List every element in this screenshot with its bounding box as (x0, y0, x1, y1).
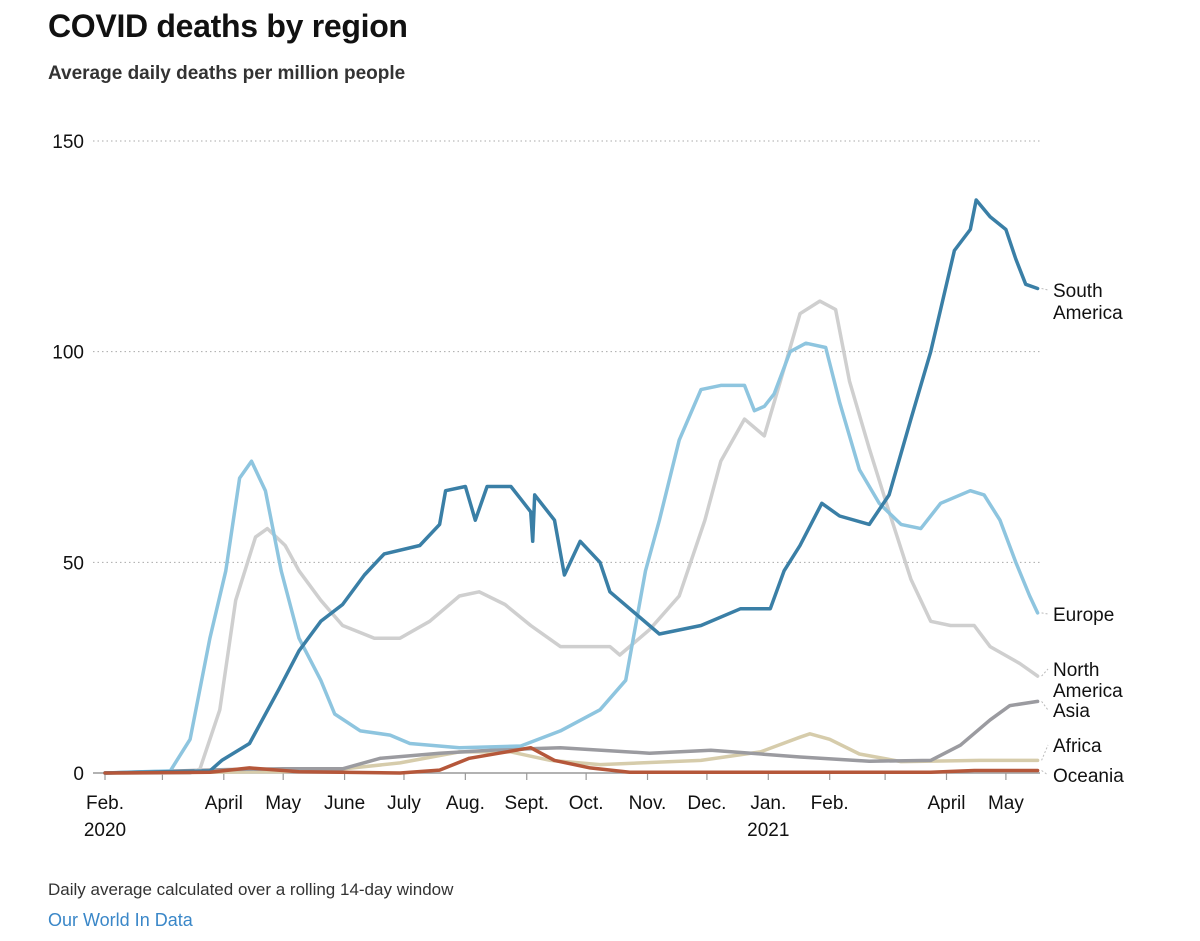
x-tick-label: Dec. (687, 793, 726, 814)
series-line-africa (103, 732, 1040, 775)
label-leader-line (1041, 701, 1049, 711)
x-tick-label: May (265, 793, 301, 814)
y-axis: 0 50 100 150 (52, 132, 84, 785)
x-tick-label: May (988, 793, 1024, 814)
series-label-europe: Europe (1053, 605, 1114, 626)
source-link[interactable]: Our World In Data (48, 910, 193, 930)
series-label-south-america: South (1053, 281, 1103, 302)
x-tick-label: Feb. (86, 793, 124, 814)
series-label-africa: Africa (1053, 736, 1102, 757)
series-label-asia: Asia (1053, 701, 1090, 722)
x-tick-label: Sept. (505, 793, 549, 814)
series-line-europe (103, 341, 1040, 775)
x-tick-label: April (205, 793, 243, 814)
series-line-north-america (103, 299, 1040, 775)
y-tick-label: 100 (52, 343, 84, 364)
series-label-north-america: North (1053, 660, 1099, 681)
x-tick-year-label: 2020 (84, 820, 126, 841)
x-tick-label: July (387, 793, 421, 814)
series-label-north-america: America (1053, 681, 1123, 702)
chart-title: COVID deaths by region (48, 8, 408, 44)
series-label-south-america: America (1053, 303, 1123, 324)
chart-subtitle: Average daily deaths per million people (48, 63, 406, 84)
x-tick-label: Aug. (446, 793, 485, 814)
series-line-south-america (103, 198, 1040, 775)
footnote: Daily average calculated over a rolling … (48, 880, 454, 899)
y-tick-label: 150 (52, 132, 84, 153)
x-tick-label: Feb. (811, 793, 849, 814)
x-tick-label: Oct. (569, 793, 604, 814)
series-lines (103, 198, 1040, 775)
y-tick-label: 0 (73, 764, 84, 785)
label-leader-line (1041, 287, 1049, 291)
x-tick-label: Jan. (750, 793, 786, 814)
x-tick-label: April (927, 793, 965, 814)
x-tick-year-label: 2021 (747, 820, 789, 841)
label-leader-line (1041, 770, 1049, 776)
series-line-oceania (103, 745, 1040, 775)
label-leader-line (1041, 612, 1049, 615)
x-tick-label: Nov. (629, 793, 667, 814)
label-leader-line (1041, 668, 1049, 677)
series-line-asia (103, 699, 1040, 775)
series-label-oceania: Oceania (1053, 766, 1124, 787)
label-leader-line (1041, 744, 1049, 761)
x-axis: Feb. 2020 April May June July Aug. Sept. Oct. Nov… (84, 773, 1024, 841)
gridlines (93, 140, 1040, 774)
x-tick-label: June (324, 793, 365, 814)
series-labels: AfricaAsiaNorthAmericaEuropeSouthAmerica… (1041, 281, 1124, 787)
y-tick-label: 50 (63, 553, 84, 574)
